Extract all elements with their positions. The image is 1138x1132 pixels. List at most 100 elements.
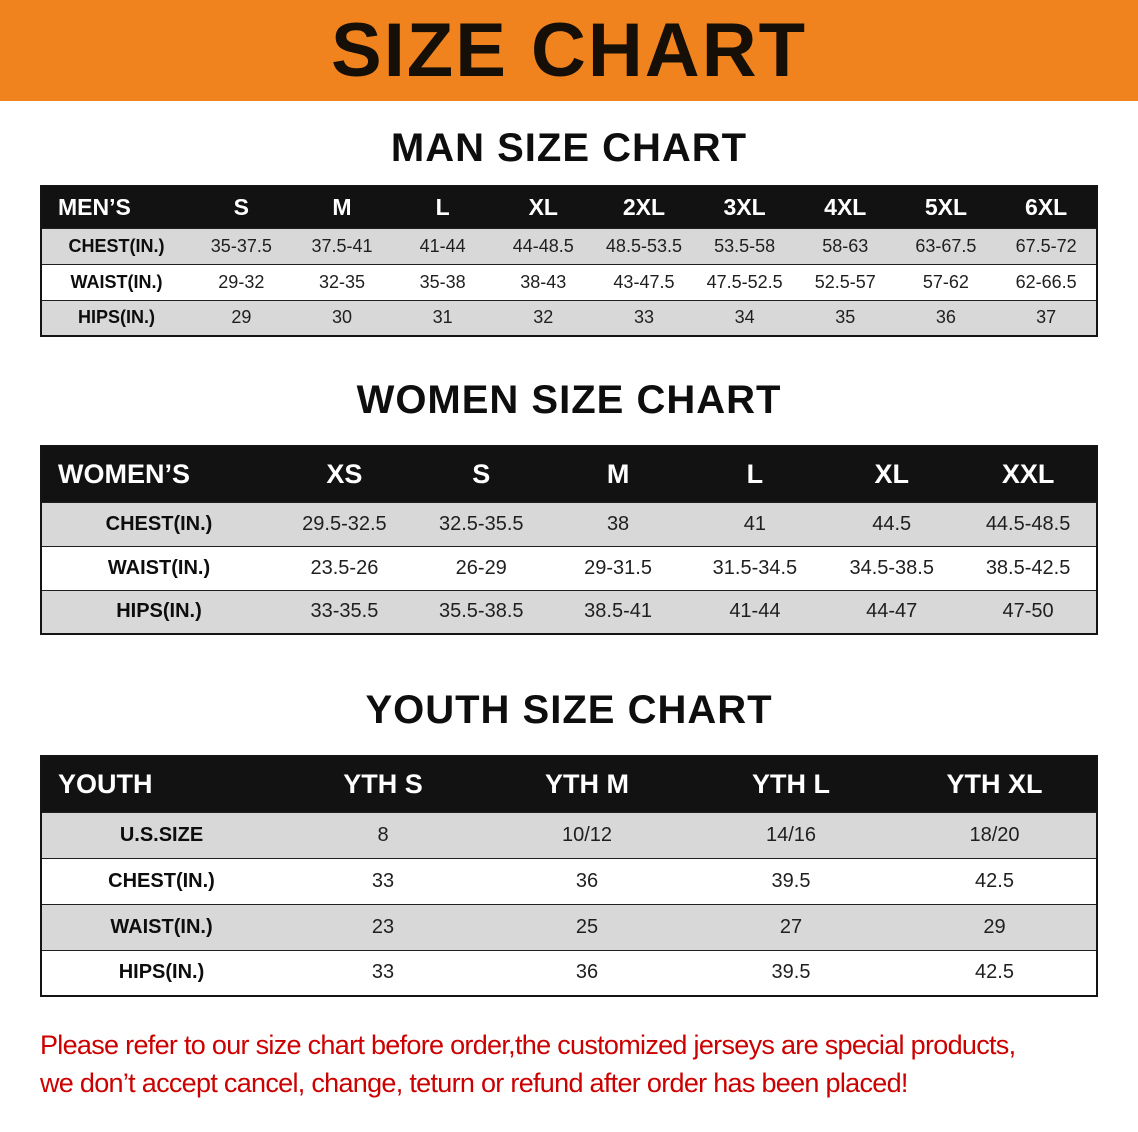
- measurement-value: 36: [575, 961, 599, 984]
- measurement-value: 52.5-57: [814, 271, 876, 292]
- measurement-value: 8: [377, 823, 389, 846]
- measurement-value: 35-38: [419, 271, 466, 292]
- size-column-header: S: [412, 446, 550, 502]
- measurement-value: 10/12: [561, 823, 613, 846]
- size-chart-page: SIZE CHART MAN SIZE CHART MEN’S S M L XL 2XL 3X…: [0, 0, 1138, 1103]
- measurement-value: 57-62: [922, 271, 969, 292]
- page-title: SIZE CHART: [331, 7, 807, 93]
- measurement-value: 47-50: [1002, 600, 1054, 623]
- measurement-value: 35: [835, 307, 856, 328]
- men-group-label: MEN’S: [41, 186, 191, 228]
- measurement-value: 29-32: [218, 271, 265, 292]
- measurement-value: 42.5: [975, 961, 1014, 984]
- measurement-label: WAIST(IN.): [70, 271, 163, 292]
- measurement-value: 44-48.5: [512, 235, 574, 256]
- measurement-value: 14/16: [765, 823, 817, 846]
- size-column-header: XXL: [960, 446, 1097, 502]
- size-column-header: YTH M: [485, 756, 689, 812]
- measurement-value: 38.5-42.5: [985, 556, 1071, 579]
- measurement-value: 33-35.5: [310, 600, 379, 623]
- size-column-header: YTH S: [281, 756, 485, 812]
- size-column-header: S: [191, 186, 292, 228]
- measurement-value: 48.5-53.5: [605, 235, 682, 256]
- men-header-row: MEN’S S M L XL 2XL 3XL 4XL 5XL 6XL: [41, 186, 1097, 228]
- measurement-value: 38-43: [520, 271, 567, 292]
- measurement-label: CHEST(IN.): [108, 869, 215, 892]
- measurement-value: 62-66.5: [1015, 271, 1077, 292]
- measurement-row: WAIST(IN.) 29-32 32-35 35-38 38-43 43-47.5 47.…: [41, 264, 1097, 300]
- measurement-label: CHEST(IN.): [105, 512, 213, 535]
- size-column-header: 6XL: [996, 186, 1097, 228]
- measurement-value: 41-44: [729, 600, 781, 623]
- measurement-row: WAIST(IN.) 23.5-26 26-29 29-31.5 31.5-34.5 34…: [41, 546, 1097, 590]
- measurement-row: CHEST(IN.) 29.5-32.5 32.5-35.5 38 41 44.5 44.5…: [41, 502, 1097, 546]
- size-column-header: XL: [492, 186, 594, 228]
- measurement-value: 32: [533, 307, 554, 328]
- disclaimer: Please refer to our size chart before or…: [0, 1027, 1138, 1103]
- youth-size-chart-heading: YOUTH SIZE CHART: [365, 688, 773, 732]
- measurement-row: HIPS(IN.) 33-35.5 35.5-38.5 38.5-41 41-44 44-…: [41, 590, 1097, 634]
- measurement-value: 33: [371, 961, 395, 984]
- measurement-label: HIPS(IN.): [77, 307, 155, 328]
- youth-size-chart-section: YOUTH SIZE CHART YOUTH YTH S YTH M YTH L YTH …: [0, 687, 1138, 997]
- measurement-value: 41-44: [419, 235, 466, 256]
- measurement-value: 36: [575, 869, 599, 892]
- measurement-row: U.S.SIZE 8 10/12 14/16 18/20: [41, 812, 1097, 858]
- measurement-value: 36: [935, 307, 956, 328]
- women-size-chart-heading: WOMEN SIZE CHART: [356, 378, 782, 422]
- measurement-value: 26-29: [455, 556, 507, 579]
- measurement-value: 38.5-41: [584, 600, 652, 623]
- men-size-chart-section: MAN SIZE CHART MEN’S S M L XL 2XL 3XL 4XL 5XL 6XL C…: [0, 125, 1138, 337]
- women-header-row: WOMEN’S XS S M L XL XXL: [41, 446, 1097, 502]
- measurement-row: CHEST(IN.) 35-37.5 37.5-41 41-44 44-48.5 48.5…: [41, 228, 1097, 264]
- size-column-header: L: [686, 446, 824, 502]
- measurement-value: 29: [231, 307, 252, 328]
- measurement-value: 37: [1036, 307, 1057, 328]
- measurement-label: U.S.SIZE: [119, 823, 204, 846]
- women-size-table: WOMEN’S XS S M L XL XXL CHEST(IN.) 29.5-32.5 32.5…: [40, 445, 1098, 635]
- size-column-header: M: [291, 186, 393, 228]
- measurement-value: 29.5-32.5: [302, 512, 387, 535]
- size-column-header: XS: [276, 446, 413, 502]
- measurement-value: 33: [633, 307, 654, 328]
- measurement-label: CHEST(IN.): [68, 235, 165, 256]
- measurement-value: 43-47.5: [613, 271, 675, 292]
- women-group-label: WOMEN’S: [41, 446, 276, 502]
- measurement-value: 31: [432, 307, 453, 328]
- measurement-row: CHEST(IN.) 33 36 39.5 42.5: [41, 858, 1097, 904]
- disclaimer-line-2: we don’t accept cancel, change, teturn o…: [40, 1067, 908, 1098]
- measurement-value: 23.5-26: [310, 556, 379, 579]
- measurement-value: 18/20: [969, 823, 1020, 846]
- size-column-header: L: [392, 186, 493, 228]
- measurement-value: 30: [331, 307, 352, 328]
- size-charts: MAN SIZE CHART MEN’S S M L XL 2XL 3XL 4XL 5XL 6XL C…: [0, 125, 1138, 997]
- measurement-value: 39.5: [771, 961, 811, 984]
- measurement-value: 38: [606, 512, 630, 535]
- measurement-value: 39.5: [771, 869, 811, 892]
- measurement-value: 29: [983, 915, 1006, 938]
- measurement-value: 35-37.5: [210, 235, 272, 256]
- measurement-label: WAIST(IN.): [107, 556, 211, 579]
- measurement-value: 53.5-58: [714, 235, 776, 256]
- size-column-header: XL: [823, 446, 961, 502]
- banner: SIZE CHART: [0, 0, 1138, 101]
- measurement-value: 47.5-52.5: [706, 271, 783, 292]
- measurement-value: 67.5-72: [1015, 235, 1077, 256]
- measurement-value: 63-67.5: [915, 235, 977, 256]
- youth-header-row: YOUTH YTH S YTH M YTH L YTH XL: [41, 756, 1097, 812]
- measurement-value: 31.5-34.5: [712, 556, 798, 579]
- measurement-value: 33: [371, 869, 395, 892]
- youth-size-table: YOUTH YTH S YTH M YTH L YTH XL U.S.SIZE 8 10/12…: [40, 755, 1098, 997]
- measurement-value: 44-47: [866, 600, 918, 623]
- measurement-value: 29-31.5: [584, 556, 652, 579]
- measurement-value: 42.5: [975, 869, 1014, 892]
- measurement-value: 25: [575, 915, 599, 938]
- measurement-value: 23: [371, 915, 395, 938]
- measurement-label: WAIST(IN.): [110, 915, 213, 938]
- measurement-value: 41: [743, 512, 767, 535]
- measurement-row: WAIST(IN.) 23 25 27 29: [41, 904, 1097, 950]
- size-column-header: 5XL: [895, 186, 997, 228]
- disclaimer-line-1: Please refer to our size chart before or…: [40, 1030, 1016, 1060]
- measurement-label: HIPS(IN.): [118, 961, 205, 984]
- measurement-value: 34: [734, 307, 755, 328]
